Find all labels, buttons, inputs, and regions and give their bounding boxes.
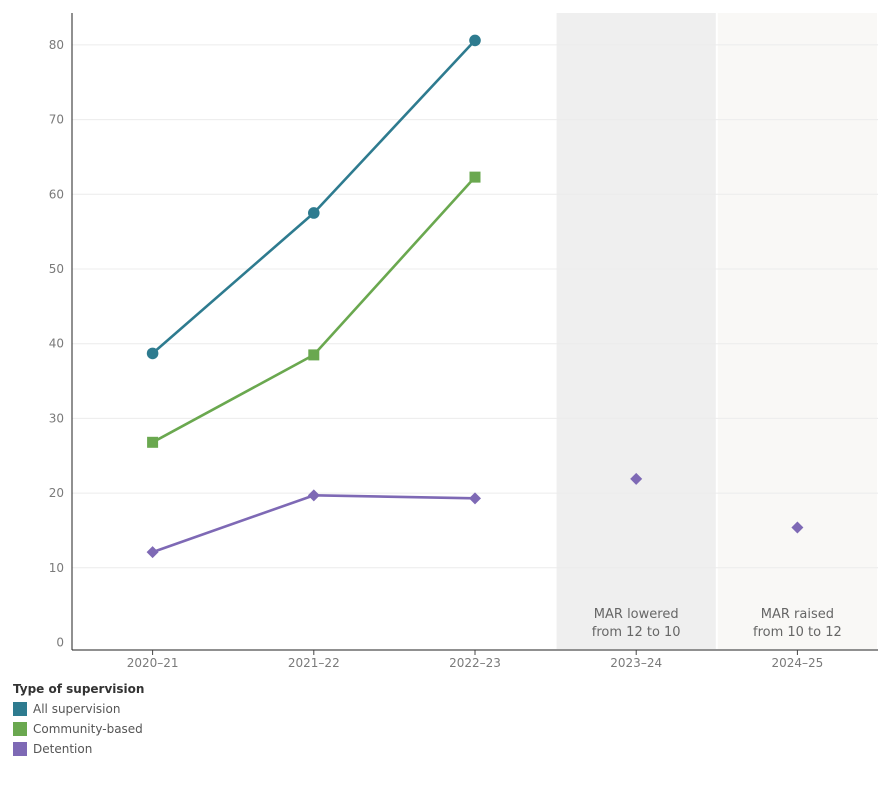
data-point <box>147 436 159 448</box>
data-point <box>308 207 320 219</box>
band-label: MAR raised <box>761 607 834 622</box>
y-tick-label: 30 <box>49 411 64 425</box>
gridlines <box>72 44 878 569</box>
legend: Type of supervision All supervision Comm… <box>13 682 144 759</box>
y-tick-label: 20 <box>49 486 64 500</box>
series-community-based <box>147 171 481 448</box>
x-tick-label: 2023–24 <box>610 656 662 670</box>
series-lines <box>146 34 804 559</box>
legend-title: Type of supervision <box>13 682 145 696</box>
legend-item-all-supervision[interactable]: All supervision <box>13 699 144 719</box>
band-label: MAR lowered <box>594 607 679 622</box>
y-tick-label: 50 <box>49 262 64 276</box>
legend-label: Community-based <box>33 722 143 736</box>
x-tick-label: 2021–22 <box>288 656 340 670</box>
axes <box>71 13 878 655</box>
y-tick-label: 80 <box>49 38 64 52</box>
y-tick-label: 60 <box>49 187 64 201</box>
legend-label: Detention <box>33 742 93 756</box>
data-point <box>791 521 804 534</box>
data-point <box>307 489 320 502</box>
data-point <box>469 492 481 505</box>
period-bands <box>556 13 877 649</box>
x-tick-label: 2022–23 <box>449 656 501 670</box>
band-label: from 10 to 12 <box>753 625 842 640</box>
x-tick-label: 2024–25 <box>771 656 823 670</box>
band-labels: MAR lowered from 12 to 10 MAR raised from 1… <box>592 607 842 640</box>
series-all-supervision <box>146 34 481 360</box>
y-tick-labels: 0 10 20 30 40 50 60 70 80 <box>49 38 64 650</box>
legend-item-community-based[interactable]: Community-based <box>13 719 144 739</box>
series-line <box>152 494 476 554</box>
band-2024–25 <box>717 13 877 649</box>
x-tick-labels: 2020–21 2021–22 2022–23 2023–24 2024–25 <box>127 656 824 670</box>
band-2023–24 <box>556 13 716 649</box>
data-point <box>469 34 481 47</box>
data-point <box>146 546 159 559</box>
data-point <box>469 171 481 183</box>
data-point <box>308 349 320 361</box>
band-label: from 12 to 10 <box>592 625 681 640</box>
legend-swatch <box>13 742 27 756</box>
legend-swatch <box>13 702 27 716</box>
legend-label: All supervision <box>33 702 121 716</box>
data-point <box>146 347 159 360</box>
y-tick-label: 70 <box>49 113 64 127</box>
data-point <box>630 472 643 485</box>
legend-item-detention[interactable]: Detention <box>13 739 144 759</box>
y-tick-label: 40 <box>49 337 64 351</box>
x-tick-label: 2020–21 <box>127 656 179 670</box>
legend-swatch <box>13 722 27 736</box>
series-detention <box>146 472 804 559</box>
series-line <box>151 39 476 355</box>
y-tick-label: 0 <box>56 636 64 650</box>
y-tick-label: 10 <box>49 561 64 575</box>
